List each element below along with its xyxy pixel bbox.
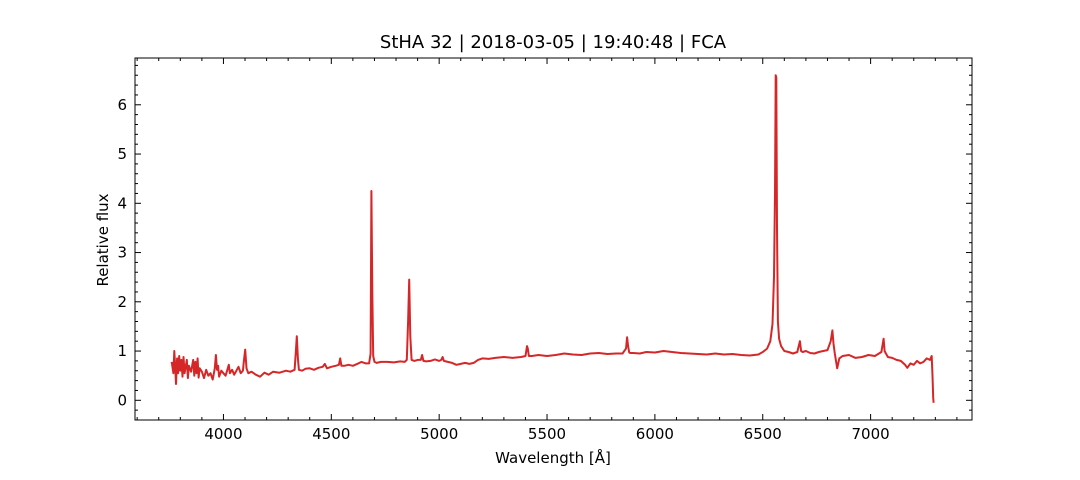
y-tick-label: 1 — [117, 342, 127, 360]
x-tick-label: 4000 — [204, 425, 242, 443]
y-tick-label: 4 — [117, 194, 127, 212]
spectrum-line — [170, 74, 935, 403]
x-tick-label: 6500 — [744, 425, 782, 443]
x-axis: 4000 4500 5000 5500 6000 6500 7000 — [136, 58, 958, 443]
x-tick-label: 7000 — [852, 425, 890, 443]
x-tick-label: 4500 — [312, 425, 350, 443]
y-tick-label: 2 — [117, 293, 127, 311]
y-tick-label: 0 — [117, 391, 127, 409]
y-tick-label: 6 — [117, 96, 127, 114]
y-tick-label: 5 — [117, 145, 127, 163]
x-axis-label: Wavelength [Å] — [495, 448, 611, 467]
y-axis-label: Relative flux — [94, 193, 112, 286]
x-tick-label: 5000 — [420, 425, 458, 443]
x-tick-label: 5500 — [528, 425, 566, 443]
plot-frame — [134, 57, 973, 421]
series-layer — [170, 74, 935, 403]
x-tick-label: 6000 — [636, 425, 674, 443]
y-axis: 0 1 2 3 4 5 6 — [117, 64, 972, 411]
chart-title: StHA 32 | 2018-03-05 | 19:40:48 | FCA — [380, 32, 727, 53]
y-tick-label: 3 — [117, 244, 127, 262]
